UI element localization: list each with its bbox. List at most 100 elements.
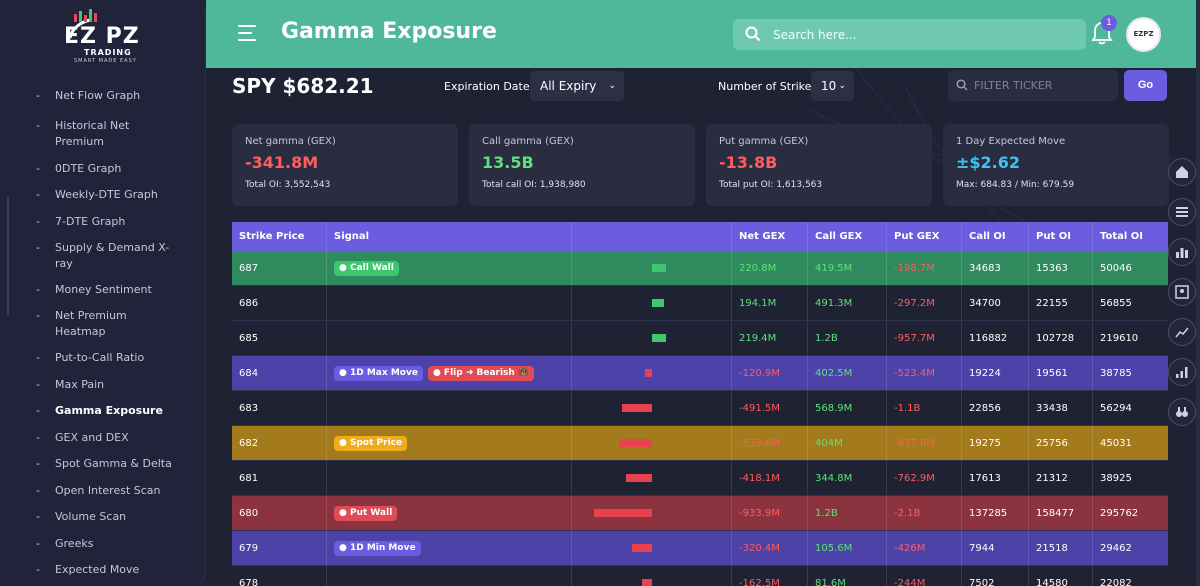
quick-nav-button[interactable] — [1168, 158, 1196, 186]
sidebar-item[interactable]: - Weekly-DTE Graph — [0, 187, 175, 203]
sidebar-item[interactable]: - Put-to-Call Ratio — [0, 350, 175, 366]
total-oi-cell: 295762 — [1100, 507, 1139, 519]
gex-table: Strike Price Signal Net GEX Call GEX Put GEX… — [232, 222, 1168, 586]
put-oi-cell: 19561 — [1029, 356, 1093, 390]
call-oi-cell: 34683 — [962, 251, 1029, 285]
card-label: Net gamma (GEX) — [245, 136, 336, 147]
table-row[interactable]: 680 ● Put Wall -933.9M 1.2B -2.1B 137285 15847… — [232, 496, 1168, 531]
strike-cell: 685 — [232, 321, 327, 355]
page-scrollbar[interactable] — [1196, 0, 1200, 586]
sidebar-item[interactable]: - Greeks — [0, 536, 175, 552]
put-oi-cell: 25756 — [1029, 426, 1093, 460]
main-content: SPY $682.21 Expiration Dates: All Expiry… — [206, 68, 1172, 586]
column-header[interactable]: Net GEX — [732, 222, 808, 251]
filter-ticker-box[interactable] — [948, 70, 1118, 101]
signal-cell: ● Spot Price — [327, 426, 572, 460]
sidebar-item[interactable]: - Net Premium Heatmap — [0, 308, 175, 340]
sidebar-item[interactable]: - Historical Net Premium — [0, 118, 175, 150]
strike-cell: 687 — [232, 251, 327, 285]
quick-nav-button[interactable] — [1168, 198, 1196, 226]
strikes-select[interactable]: 10 ⌄ — [811, 71, 854, 101]
column-header[interactable]: Put GEX — [887, 222, 962, 251]
sidebar-item-label: Open Interest Scan — [55, 484, 161, 497]
quick-nav-button[interactable] — [1168, 278, 1196, 306]
table-row[interactable]: 687 ● Call Wall 220.8M 419.5M -198.7M 34683 15… — [232, 251, 1168, 286]
bullet-dash: - — [36, 431, 40, 444]
table-row[interactable]: 679 ● 1D Min Move -320.4M 105.6M -426M 7944 21… — [232, 531, 1168, 566]
sidebar-item[interactable]: - Expected Move — [0, 562, 175, 578]
table-row[interactable]: 681 -418.1M 344.8M -762.9M 17613 21312 38925 — [232, 461, 1168, 496]
table-row[interactable]: 683 -491.5M 568.9M -1.1B 22856 33438 56294 — [232, 391, 1168, 426]
sidebar-item[interactable]: - Open Interest Scan — [0, 483, 175, 499]
card-value: ±$2.62 — [956, 153, 1021, 172]
quick-nav-button[interactable] — [1168, 318, 1196, 346]
bullet-dash: - — [36, 351, 40, 364]
column-header[interactable]: Strike Price — [232, 222, 327, 251]
strike-cell: 684 — [232, 356, 327, 390]
call-gex-cell: 344.8M — [808, 461, 887, 495]
logo-tagline: SMART MADE EASY — [74, 58, 137, 64]
sidebar-item[interactable]: - Money Sentiment — [0, 282, 175, 298]
brand-logo[interactable]: EZ PZ TRADING SMART MADE EASY — [60, 8, 152, 64]
table-row[interactable]: 684 ● 1D Max Move ● Flip ➜ Bearish 🐻 -120.9… — [232, 356, 1168, 391]
total-oi-cell: 45031 — [1100, 437, 1132, 449]
go-button[interactable]: Go — [1124, 70, 1167, 101]
call-gex-cell: 1.2B — [808, 321, 887, 355]
summary-card: 1 Day Expected Move ±$2.62 Max: 684.83 / M… — [943, 124, 1169, 206]
call-gex-cell: 491.3M — [808, 286, 887, 320]
menu-icon[interactable] — [238, 25, 256, 41]
table-header: Strike Price Signal Net GEX Call GEX Put GEX… — [232, 222, 1168, 251]
sidebar-item[interactable]: - Max Pain — [0, 377, 175, 393]
call-oi-cell: 17613 — [962, 461, 1029, 495]
net-gex-bar — [652, 334, 666, 342]
sidebar-item[interactable]: - Gamma Exposure — [0, 403, 175, 419]
sidebar-scrollbar[interactable] — [7, 196, 9, 316]
column-header[interactable]: Call GEX — [808, 222, 887, 251]
sidebar-item[interactable]: - Supply & Demand X-ray — [0, 240, 175, 272]
sidebar-item[interactable]: - Volume Scan — [0, 509, 175, 525]
signal-bars-icon — [1176, 367, 1188, 378]
net-gex-cell: -320.4M — [732, 531, 808, 565]
quick-nav-button[interactable] — [1168, 358, 1196, 386]
bullet-dash: - — [36, 188, 40, 201]
bar-cell — [572, 356, 732, 390]
table-row[interactable]: 686 194.1M 491.3M -297.2M 34700 22155 56855 — [232, 286, 1168, 321]
sidebar-item[interactable]: - 0DTE Graph — [0, 161, 175, 177]
column-header[interactable]: Call OI — [962, 222, 1029, 251]
signal-badge: ● 1D Min Move — [334, 540, 421, 556]
column-header[interactable]: Put OI — [1029, 222, 1093, 251]
bar-cell — [572, 391, 732, 425]
sidebar-item-label: Money Sentiment — [55, 283, 152, 296]
table-row[interactable]: 682 ● Spot Price -533.8M 404M -937.8M 19275 25… — [232, 426, 1168, 461]
put-gex-cell: -1.1B — [887, 391, 962, 425]
sidebar-item[interactable]: - Spot Gamma & Delta — [0, 456, 175, 472]
avatar[interactable]: EZPZ — [1126, 17, 1161, 52]
search-input[interactable] — [773, 25, 1073, 44]
net-gex-cell: 194.1M — [732, 286, 808, 320]
sidebar-item[interactable]: - GEX and DEX — [0, 430, 175, 446]
signal-cell — [327, 391, 572, 425]
sidebar-item-label: Max Pain — [55, 378, 105, 391]
net-gex-cell: -162.5M — [732, 566, 808, 586]
sidebar-item[interactable]: - Net Flow Graph — [0, 88, 175, 104]
signal-badge: ● 1D Max Move — [334, 365, 423, 381]
table-row[interactable]: 685 219.4M 1.2B -957.7M 116882 102728 219610 — [232, 321, 1168, 356]
signal-cell: ● 1D Min Move — [327, 531, 572, 565]
quick-nav-button[interactable] — [1168, 398, 1196, 426]
search-box[interactable] — [733, 19, 1086, 50]
column-header[interactable]: Signal — [327, 222, 572, 251]
column-header[interactable] — [572, 222, 732, 251]
card-label: Put gamma (GEX) — [719, 136, 809, 147]
card-label: 1 Day Expected Move — [956, 136, 1066, 147]
table-row[interactable]: 678 -162.5M 81.6M -244M 7502 14580 22082 — [232, 566, 1168, 586]
quick-nav-button[interactable] — [1168, 238, 1196, 266]
sidebar-item[interactable]: - 7-DTE Graph — [0, 214, 175, 230]
put-oi-cell: 22155 — [1029, 286, 1093, 320]
expiration-select[interactable]: All Expiry ⌄ — [530, 71, 624, 101]
filter-ticker-input[interactable] — [974, 77, 1112, 94]
call-gex-cell: 402.5M — [808, 356, 887, 390]
summary-card: Net gamma (GEX) -341.8M Total OI: 3,552,54… — [232, 124, 458, 206]
column-header[interactable]: Total OI — [1100, 231, 1144, 242]
person-chart-icon — [1175, 285, 1189, 299]
strikes-label: Number of Strikes: — [718, 80, 821, 93]
